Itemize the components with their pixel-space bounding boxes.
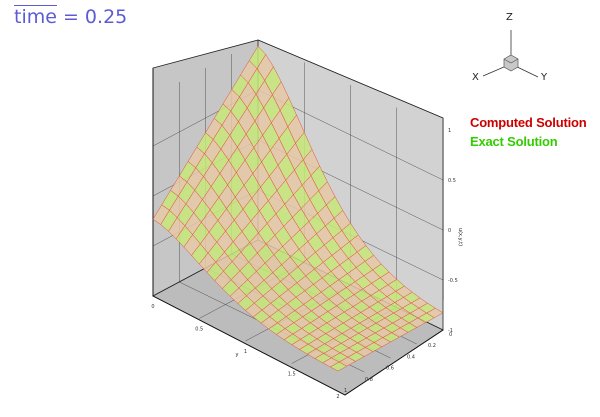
legend-item-exact: Exact Solution: [470, 134, 558, 149]
triad-z-label: Z: [506, 12, 513, 23]
z-tick-label: 0: [448, 228, 451, 234]
time-value: = 0.25: [56, 6, 128, 28]
x-tick-label: 0.5: [195, 327, 203, 333]
y-tick-label: 0.4: [407, 354, 415, 360]
z-tick-label: -0.5: [448, 278, 458, 284]
box-front-edges: [152, 68, 444, 396]
x-tick-label: 1.5: [288, 372, 296, 378]
x-tick-label: 1: [244, 349, 247, 355]
x-tick-label: 2: [336, 394, 339, 400]
y-tick-label: 0.8: [365, 377, 373, 383]
solution-surface: [152, 45, 444, 372]
surface-cell: [152, 204, 170, 225]
legend-item-computed: Computed Solution: [470, 115, 587, 130]
orientation-triad: [482, 30, 539, 78]
z-tick-label: -1: [448, 328, 453, 334]
triad-x-label: X: [472, 72, 479, 83]
legend: Computed Solution Exact Solution: [470, 115, 587, 153]
z-axis-title: u(x,y,t): [457, 228, 463, 246]
x-axis-title: y: [236, 352, 239, 358]
y-tick-label: 0: [449, 332, 452, 338]
z-tick-label: 1: [448, 128, 451, 134]
triad-y-label: Y: [541, 72, 548, 83]
y-tick-label: 0.2: [428, 343, 436, 349]
x-tick-label: 0: [151, 304, 154, 310]
time-label: time = 0.25: [14, 6, 127, 28]
time-word: time: [14, 6, 57, 28]
y-tick-label: 0.6: [386, 366, 394, 372]
z-tick-label: 0.5: [448, 178, 456, 184]
y-tick-label: 1: [344, 388, 347, 394]
